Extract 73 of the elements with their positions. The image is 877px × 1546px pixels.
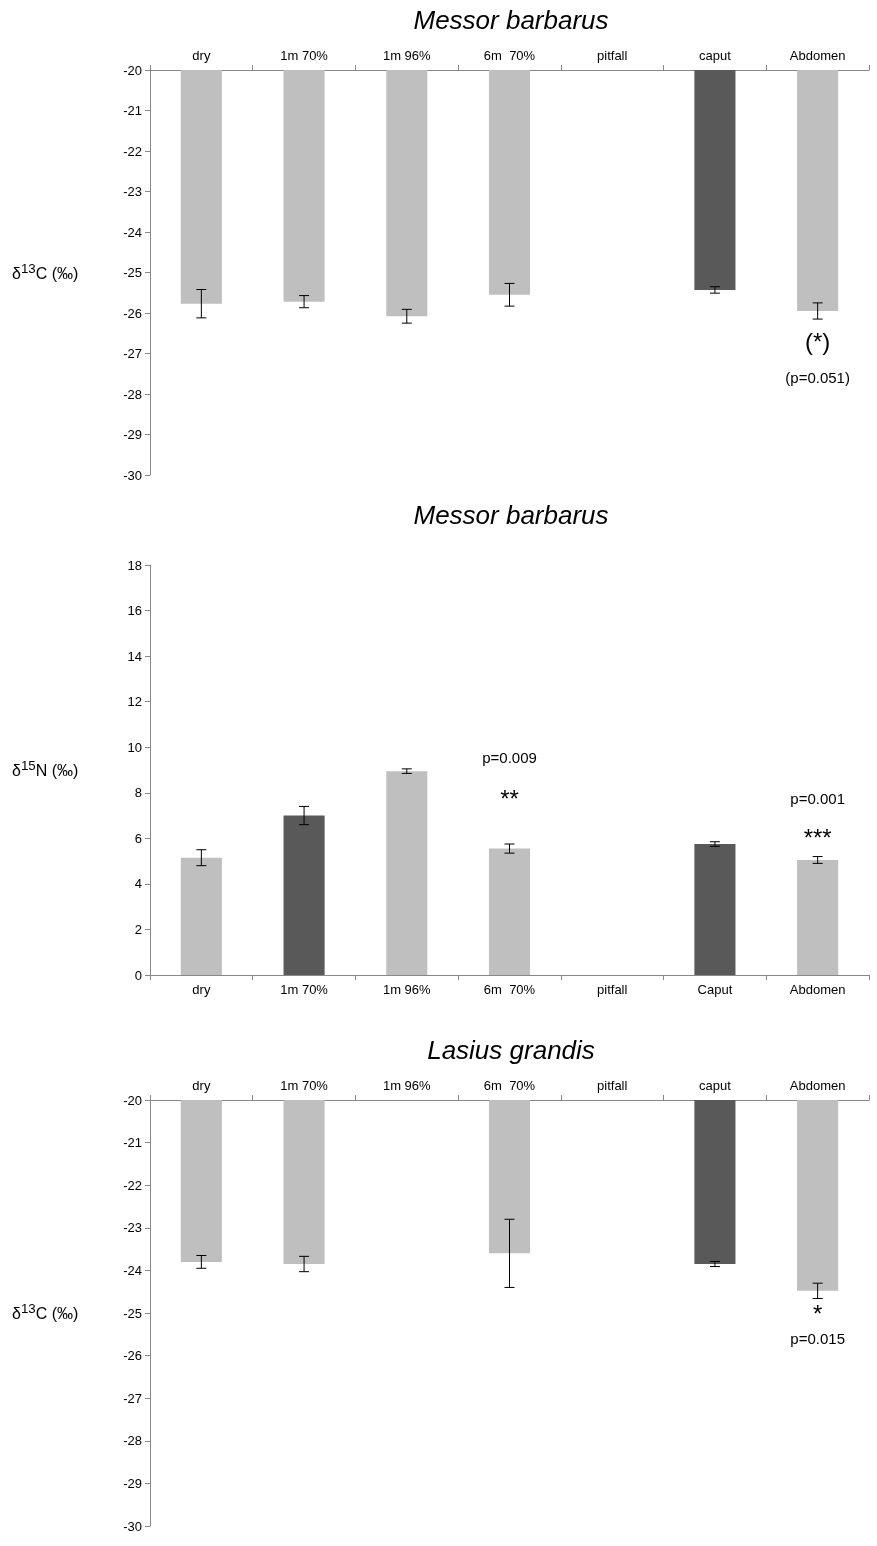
y-tick-label: 0 [134,967,142,983]
chart-title: Messor barbarus [413,5,609,35]
annotation: *** [803,824,832,852]
x-tick-label: 1m 96% [382,48,432,63]
y-tick-label: 12 [127,694,142,710]
y-tick-label: -27 [123,346,142,361]
x-tick-label: dry [192,982,211,997]
bar [386,771,428,975]
x-tick-label: dry [192,48,211,63]
x-tick-label: 1m 70% [280,48,329,63]
bar [797,859,839,975]
y-tick-label: -20 [123,62,142,78]
y-tick-label: -27 [123,1390,142,1406]
bar [488,848,531,975]
x-tick-label: 1m 96% [382,982,432,997]
x-tick-label: caput [699,48,732,63]
y-axis-title: δ$^{13}$C (‰) [12,1301,79,1324]
y-tick-label: -28 [123,1433,142,1449]
x-tick-label: 6m 70% [483,1078,536,1093]
x-tick-label: pitfall [597,982,628,997]
x-tick-label: 1m 70% [280,1078,329,1093]
y-tick-label: -25 [123,265,142,280]
x-tick-label: Abdomen [789,982,846,997]
annotation: * [812,1299,823,1327]
y-tick-label: -24 [123,1262,142,1278]
y-tick-label: -30 [123,467,142,483]
x-tick-label: Abdomen [789,48,846,63]
y-tick-label: -30 [123,1518,142,1534]
y-tick-label: -22 [123,143,142,159]
y-tick-label: -22 [123,1177,142,1193]
y-tick-label: -24 [123,224,142,240]
y-tick-label: -23 [123,1220,142,1236]
y-tick-label: 2 [134,921,142,937]
y-axis-title: δ$^{13}$C (‰) [12,260,79,283]
x-tick-label: 6m 70% [483,982,536,997]
bar [283,815,325,975]
annotation: p=0.001 [790,790,845,808]
y-tick-label: -23 [123,184,142,199]
y-tick-label: -26 [123,1348,142,1364]
x-tick-label: caput [699,1078,732,1093]
y-tick-label: 16 [127,603,142,619]
x-tick-label: Abdomen [789,1078,846,1093]
y-tick-label: -28 [123,386,142,402]
annotation: (*) [804,327,831,355]
y-tick-label: -29 [123,427,142,442]
y-tick-label: -25 [123,1305,142,1321]
annotation: p=0.015 [790,1330,845,1348]
annotation: (p=0.051) [785,369,850,387]
y-tick-label: 8 [134,785,142,801]
y-tick-label: -21 [123,103,142,118]
y-tick-label: -21 [123,1135,142,1151]
x-tick-label: 1m 96% [382,1078,432,1093]
x-tick-label: 6m 70% [483,48,536,63]
x-tick-label: dry [192,1078,211,1093]
bar [694,844,736,975]
y-tick-label: 4 [134,876,142,892]
y-tick-label: 14 [127,648,142,664]
annotation: p=0.009 [482,749,537,767]
y-tick-label: 6 [134,830,142,846]
y-tick-label: -20 [123,1092,142,1108]
x-tick-label: pitfall [597,1078,628,1093]
x-tick-label: Caput [697,982,733,997]
y-tick-label: -29 [123,1475,142,1491]
y-tick-label: 10 [127,739,142,755]
chart-title: Lasius grandis [427,1035,595,1065]
y-tick-label: -26 [123,305,142,321]
bar [180,857,222,975]
annotation: ** [500,785,519,813]
x-tick-label: 1m 70% [280,982,329,997]
y-tick-label: 18 [127,557,142,573]
y-axis-title: δ$^{15}$N (‰) [12,758,79,781]
x-tick-label: pitfall [597,48,628,63]
chart-title: Messor barbarus [413,500,609,530]
